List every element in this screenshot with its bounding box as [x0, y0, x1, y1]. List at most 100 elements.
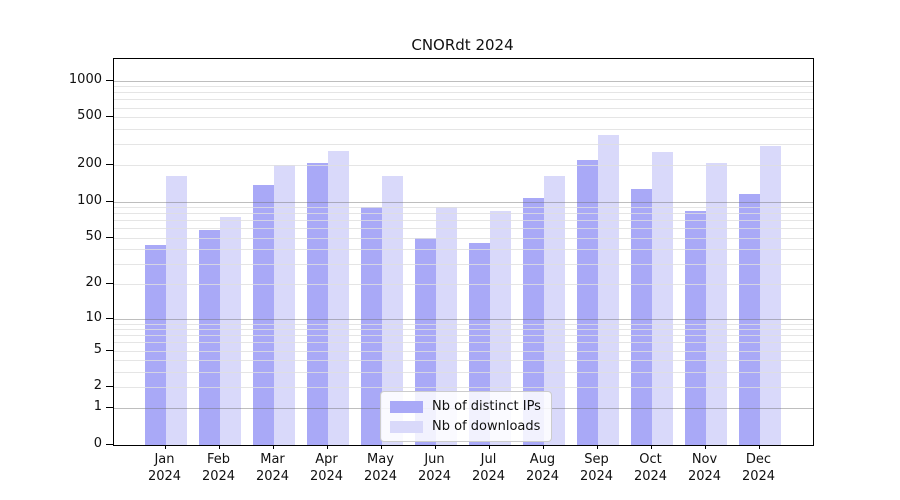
y-tick-label: 200 [77, 156, 102, 172]
bar-downloads-sep [597, 135, 619, 445]
gridline-90 [114, 207, 813, 209]
gridline-600 [114, 107, 813, 109]
gridline-70 [114, 220, 813, 222]
bar-distinct-ips-feb [198, 229, 220, 445]
x-tick-label-oct: Oct 2024 [633, 452, 668, 484]
bar-downloads-aug [543, 176, 565, 445]
gridline-3 [114, 371, 813, 373]
legend: Nb of distinct IPs Nb of downloads [380, 391, 552, 442]
y-tick-mark [106, 236, 113, 238]
y-tick-mark [106, 317, 113, 319]
x-tick-mark [704, 445, 706, 449]
bar-downloads-nov [705, 163, 727, 445]
y-tick-mark [106, 200, 113, 202]
gridline-60 [114, 228, 813, 230]
bar-distinct-ips-sep [576, 159, 598, 445]
x-tick-mark [326, 445, 328, 449]
bar-distinct-ips-dec [738, 193, 760, 445]
gridline-300 [114, 144, 813, 145]
y-tick-mark [106, 407, 113, 409]
bar-distinct-ips-aug [522, 197, 544, 445]
y-tick-label: 2 [93, 378, 102, 394]
x-tick-label-jun: Jun 2024 [417, 452, 452, 484]
x-tick-mark [164, 445, 166, 449]
bar-distinct-ips-may [360, 206, 382, 445]
x-tick-mark [596, 445, 598, 449]
x-tick-label-mar: Mar 2024 [255, 452, 290, 484]
gridline-6 [114, 342, 813, 344]
y-tick-label: 0 [93, 436, 102, 451]
gridline-9 [114, 323, 813, 325]
gridline-800 [114, 92, 813, 94]
bar-distinct-ips-oct [630, 188, 652, 445]
x-tick-mark [434, 445, 436, 449]
y-tick-label: 50 [85, 228, 102, 244]
gridline-100 [114, 201, 813, 203]
bar-downloads-feb [219, 217, 241, 445]
x-tick-label-sep: Sep 2024 [579, 452, 614, 484]
gridline-400 [114, 128, 813, 130]
gridline-1000 [114, 80, 813, 82]
chart-title: CNORdt 2024 [411, 36, 514, 54]
legend-label-downloads: Nb of downloads [432, 419, 541, 434]
legend-label-distinct-ips: Nb of distinct IPs [432, 399, 541, 414]
bar-downloads-jun [435, 207, 457, 445]
legend-swatch-downloads [390, 420, 423, 433]
gridline-10 [114, 318, 813, 320]
y-tick-label: 10 [85, 309, 102, 325]
gridline-20 [114, 284, 813, 286]
gridline-700 [114, 99, 813, 101]
gridline-8 [114, 329, 813, 331]
bar-downloads-dec [759, 145, 781, 445]
bar-distinct-ips-mar [252, 185, 274, 445]
bar-distinct-ips-apr [306, 162, 328, 445]
x-tick-mark [488, 445, 490, 449]
legend-row-distinct-ips: Nb of distinct IPs [390, 399, 541, 414]
gridline-500 [114, 117, 813, 119]
y-tick-label: 100 [77, 192, 102, 208]
plot-area [113, 58, 814, 446]
legend-row-downloads: Nb of downloads [390, 419, 541, 434]
x-tick-label-apr: Apr 2024 [309, 452, 344, 484]
gridline-5 [114, 350, 813, 352]
y-tick-label: 1000 [68, 71, 102, 87]
gridline-30 [114, 263, 813, 265]
bar-downloads-jan [165, 176, 187, 445]
bar-downloads-jul [489, 211, 511, 445]
x-tick-mark [218, 445, 220, 449]
x-tick-label-jan: Jan 2024 [147, 452, 182, 484]
y-tick-label: 500 [77, 108, 102, 124]
legend-swatch-distinct-ips [390, 400, 423, 413]
y-tick-label: 5 [93, 341, 102, 357]
y-tick-mark [106, 116, 113, 118]
y-tick-label: 20 [85, 275, 102, 291]
y-tick-mark [106, 444, 113, 445]
x-tick-label-nov: Nov 2024 [687, 452, 722, 484]
x-tick-mark [272, 445, 274, 449]
gridline-7 [114, 335, 813, 337]
y-tick-mark [106, 283, 113, 285]
gridline-900 [114, 86, 813, 88]
y-tick-mark [106, 349, 113, 351]
x-tick-label-jul: Jul 2024 [471, 452, 506, 484]
y-tick-mark [106, 164, 113, 166]
gridline-50 [114, 237, 813, 239]
x-tick-label-feb: Feb 2024 [201, 452, 236, 484]
x-tick-mark [542, 445, 544, 449]
gridline-80 [114, 213, 813, 215]
gridline-4 [114, 360, 813, 362]
gridline-2 [114, 387, 813, 389]
bar-downloads-apr [327, 150, 349, 445]
bar-distinct-ips-jan [144, 245, 166, 445]
y-tick-mark [106, 386, 113, 388]
bar-distinct-ips-nov [684, 211, 706, 445]
bar-downloads-mar [273, 165, 295, 445]
x-tick-label-aug: Aug 2024 [525, 452, 560, 484]
bar-downloads-may [381, 176, 403, 445]
x-tick-label-dec: Dec 2024 [741, 452, 776, 484]
x-tick-label-may: May 2024 [363, 452, 398, 484]
x-tick-mark [758, 445, 760, 449]
x-tick-mark [650, 445, 652, 449]
bar-downloads-oct [651, 151, 673, 445]
